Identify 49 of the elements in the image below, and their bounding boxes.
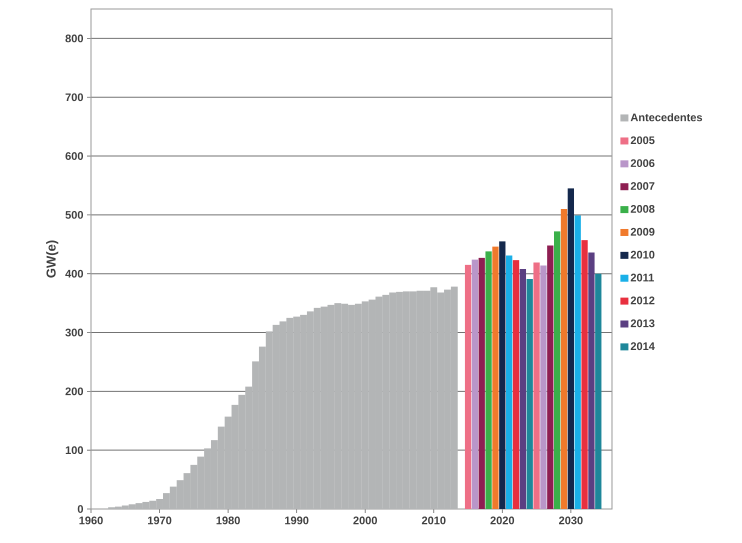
bar	[464, 264, 472, 509]
bar	[492, 246, 499, 509]
legend-label: 2009	[630, 228, 654, 236]
bar	[526, 278, 533, 509]
bar	[568, 188, 574, 509]
bar	[540, 265, 547, 509]
y-tick-label: 100	[66, 446, 84, 454]
legend-label: 2007	[630, 182, 654, 190]
bar	[595, 274, 602, 509]
y-tick-label: 500	[65, 210, 84, 219]
bar	[574, 215, 581, 509]
bar	[560, 208, 568, 509]
x-tick-label: 2000	[353, 516, 377, 524]
bar	[588, 252, 595, 509]
legend-label: Antecedentes	[630, 113, 702, 122]
bar	[506, 255, 512, 509]
legend-label: 2006	[630, 159, 654, 168]
x-tick-label: 1970	[148, 516, 172, 524]
x-tick-label: 2030	[559, 516, 583, 524]
y-tick-label: 400	[65, 270, 84, 278]
bar	[485, 251, 492, 509]
legend-label: 2012	[630, 296, 654, 304]
y-tick-label: 600	[66, 152, 84, 160]
y-tick-label: 200	[66, 387, 84, 396]
bar	[499, 241, 506, 509]
y-axis-title: GW(e)	[46, 240, 58, 278]
legend-label: 2013	[630, 319, 654, 328]
y-tick-label: 0	[78, 505, 84, 513]
bar	[512, 260, 520, 509]
bar	[520, 268, 526, 509]
bar	[472, 260, 478, 509]
bar	[533, 262, 540, 509]
x-tick-label: 1960	[79, 516, 103, 524]
x-tick-label: 2010	[422, 516, 446, 524]
x-tick-label: 2020	[490, 516, 514, 524]
legend-label: 2005	[630, 136, 655, 144]
legend-label: 2014	[630, 342, 655, 350]
y-tick-label: 300	[65, 328, 84, 336]
bar	[554, 231, 560, 509]
y-tick-label: 700	[66, 93, 84, 102]
x-tick-label: 1990	[285, 516, 308, 524]
legend-label: 2008	[630, 205, 655, 213]
bar	[547, 245, 554, 509]
y-tick-label: 800	[65, 34, 84, 42]
x-tick-label: 1980	[216, 516, 240, 524]
bar	[478, 258, 485, 509]
bar	[581, 240, 588, 509]
legend-label: 2011	[630, 274, 654, 282]
legend-label: 2010	[630, 250, 654, 259]
